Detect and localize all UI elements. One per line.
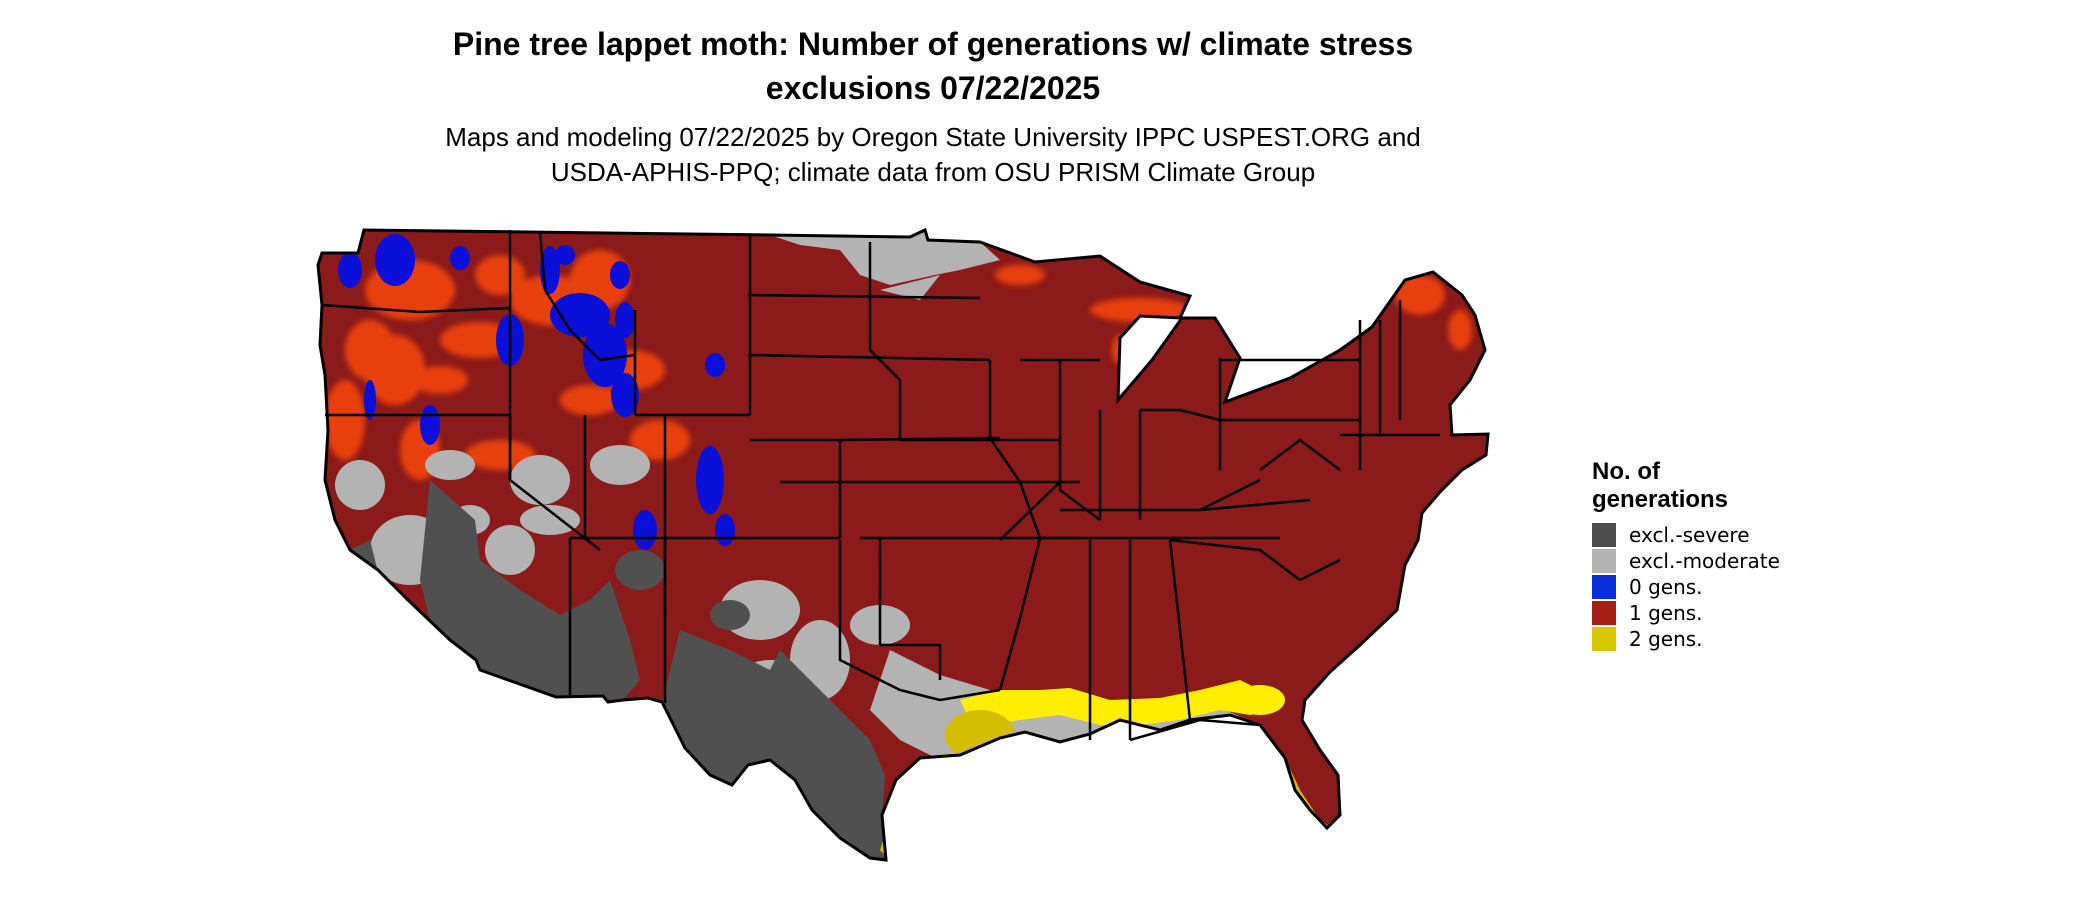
legend-swatch (1592, 627, 1616, 651)
legend-swatch (1592, 523, 1616, 547)
map-title: Pine tree lappet moth: Number of generat… (0, 22, 1866, 110)
legend-label: excl.-moderate (1629, 549, 1780, 573)
title-line-2: exclusions 07/22/2025 (765, 70, 1101, 106)
legend: No. of generations excl.-severe excl.-mo… (1592, 458, 1812, 651)
legend-swatch (1592, 575, 1616, 599)
subtitle-line-1: Maps and modeling 07/22/2025 by Oregon S… (445, 122, 1421, 152)
us-generations-map (316, 228, 1490, 862)
legend-label: 2 gens. (1629, 627, 1703, 651)
legend-label: 1 gens. (1629, 601, 1703, 625)
legend-swatch (1592, 549, 1616, 573)
legend-title-line-2: generations (1592, 486, 1729, 513)
legend-label: 0 gens. (1629, 575, 1703, 599)
legend-title: No. of generations (1592, 458, 1812, 514)
title-line-1: Pine tree lappet moth: Number of generat… (452, 26, 1414, 62)
legend-title-line-1: No. of (1592, 458, 1660, 485)
legend-swatch (1592, 601, 1616, 625)
legend-label: excl.-severe (1629, 523, 1750, 547)
state-borders (321, 230, 1440, 742)
map-subtitle: Maps and modeling 07/22/2025 by Oregon S… (0, 120, 1866, 190)
subtitle-line-2: USDA-APHIS-PPQ; climate data from OSU PR… (550, 157, 1316, 187)
